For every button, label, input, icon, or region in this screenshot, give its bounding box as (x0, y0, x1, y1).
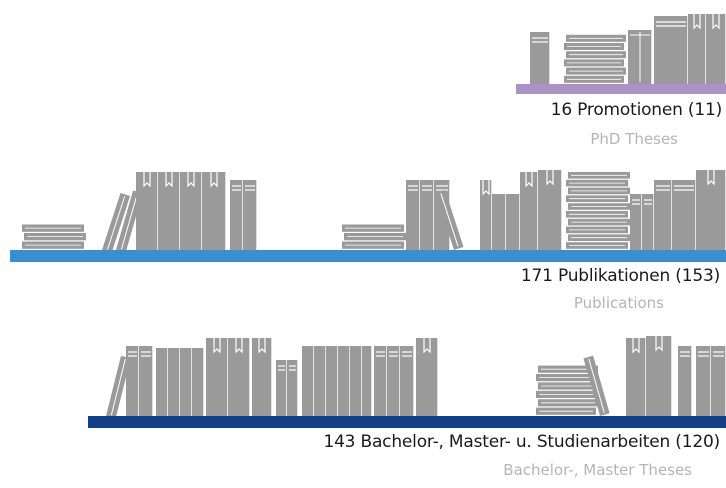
book-icon (276, 360, 288, 416)
phd-sub-label: PhD Theses (590, 130, 678, 148)
book-icon (180, 348, 193, 416)
publications-sub-label: Publications (573, 294, 664, 312)
publications-shelf (10, 250, 726, 262)
book-icon (252, 338, 273, 416)
book-icon (180, 172, 203, 250)
leaning-book-icon (583, 355, 610, 416)
book-icon (688, 14, 707, 84)
book-icon (202, 172, 227, 250)
leaning-book-icon (435, 189, 464, 250)
book-stack-icon (536, 365, 598, 415)
book-icon (158, 172, 181, 250)
book-icon (314, 346, 327, 416)
theses-book-row (106, 336, 726, 419)
book-icon (416, 338, 439, 416)
book-icon (642, 194, 655, 250)
phd-book-row (530, 14, 726, 84)
book-icon (492, 194, 507, 250)
book-icon (168, 348, 181, 416)
book-icon (646, 336, 673, 416)
book-icon (480, 180, 493, 250)
book-icon (520, 172, 539, 250)
book-icon (230, 180, 244, 250)
book-icon (192, 348, 205, 416)
publications-book-row (22, 170, 726, 254)
book-icon (406, 180, 421, 250)
book-icon (654, 180, 673, 250)
leaning-book-icon (102, 192, 131, 254)
book-icon (696, 170, 726, 250)
theses-sub-label: Bachelor-, Master Theses (503, 461, 692, 479)
book-icon (678, 346, 693, 416)
phd-shelf (516, 84, 726, 94)
book-icon (302, 346, 315, 416)
book-icon (228, 338, 251, 416)
book-icon (126, 346, 140, 416)
book-icon (326, 346, 339, 416)
book-icon (139, 346, 154, 416)
book-icon (711, 346, 726, 416)
theses-shelf (88, 416, 726, 428)
book-icon (362, 346, 373, 416)
book-icon (350, 346, 363, 416)
book-icon (136, 172, 159, 250)
book-icon (156, 348, 169, 416)
theses-count-label: 143 Bachelor-, Master- u. Studienarbeite… (323, 432, 720, 452)
publications-count-label: 171 Publikationen (153) (520, 266, 720, 286)
book-stack-icon (564, 34, 626, 83)
book-icon (506, 194, 521, 250)
book-icon (338, 346, 351, 416)
book-icon (287, 360, 299, 416)
book-icon (654, 16, 689, 84)
phd-count-label: 16 Promotionen (11) (550, 100, 722, 120)
book-stack-icon (566, 172, 630, 249)
book-icon (206, 338, 229, 416)
book-stack-icon (22, 224, 86, 249)
book-icon (696, 346, 712, 416)
book-icon (628, 30, 653, 84)
book-icon (374, 346, 388, 416)
book-icon (400, 346, 415, 416)
book-icon (387, 346, 401, 416)
book-icon (530, 32, 551, 84)
book-icon (672, 180, 697, 250)
book-icon (626, 338, 647, 416)
leaning-book-icon (106, 355, 131, 419)
book-stack-icon (342, 224, 406, 249)
book-icon (420, 180, 435, 250)
book-icon (243, 180, 258, 250)
book-icon (630, 194, 643, 250)
book-icon (538, 170, 563, 250)
book-icon (706, 14, 726, 84)
